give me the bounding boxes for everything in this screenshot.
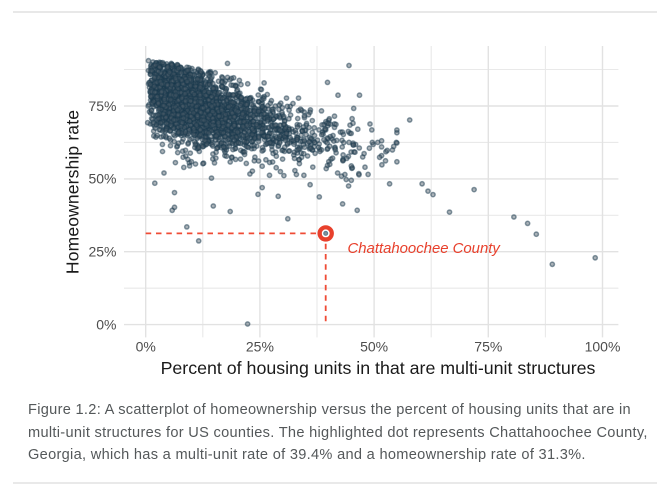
svg-text:25%: 25% — [88, 244, 116, 260]
svg-text:50%: 50% — [88, 171, 116, 187]
svg-text:50%: 50% — [360, 339, 388, 355]
svg-text:Percent of housing units in th: Percent of housing units in that are mul… — [161, 358, 596, 378]
svg-text:Chattahoochee County: Chattahoochee County — [348, 241, 502, 257]
svg-text:0%: 0% — [136, 339, 156, 355]
svg-text:75%: 75% — [474, 339, 502, 355]
svg-text:25%: 25% — [246, 339, 274, 355]
svg-text:100%: 100% — [585, 339, 621, 355]
svg-text:Homeownership rate: Homeownership rate — [63, 110, 83, 274]
svg-text:75%: 75% — [88, 98, 116, 114]
svg-text:0%: 0% — [96, 316, 116, 332]
